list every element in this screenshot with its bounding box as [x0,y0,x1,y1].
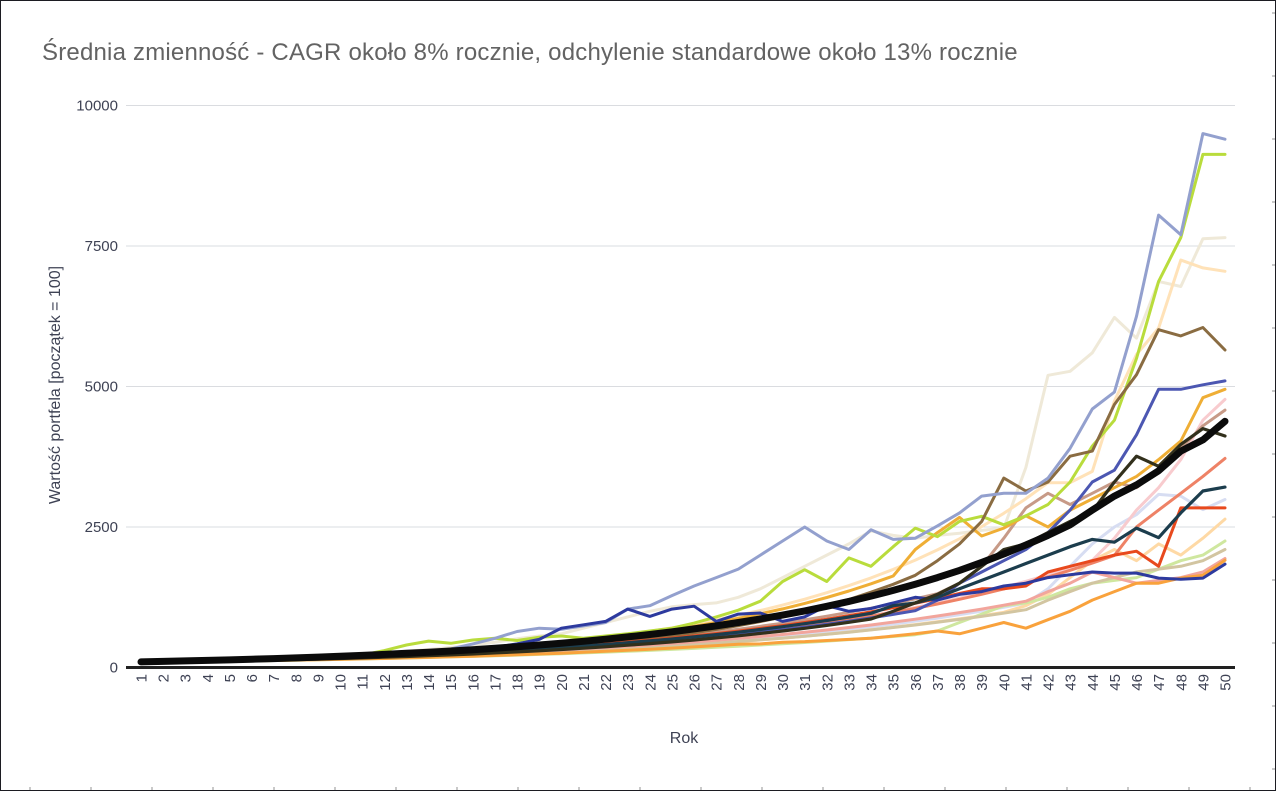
spreadsheet-grid-tick [1066,787,1068,790]
x-tick-label: 40 [996,674,1013,691]
spreadsheet-grid-tick [578,787,580,790]
x-tick-label: 17 [487,674,504,691]
x-tick-label: 46 [1129,674,1146,691]
x-tick-label: 30 [775,674,792,691]
series-line-sim-cream [139,236,1227,664]
x-tick-label: 28 [731,674,748,691]
spreadsheet-grid-tick [883,787,885,790]
x-tick-label: 25 [664,674,681,691]
x-tick-label: 10 [333,674,350,691]
x-tick-label: 26 [687,674,704,691]
spreadsheet-grid-tick [1272,327,1275,329]
spreadsheet-grid-tick [212,787,214,790]
x-tick-label: 8 [288,674,305,682]
x-tick-label: 39 [974,674,991,691]
spreadsheet-grid-tick [1272,138,1275,140]
spreadsheet-grid-tick [1272,12,1275,14]
x-tick-label: 7 [266,674,283,682]
x-tick-label: 22 [598,674,615,691]
x-tick-label: 5 [222,674,239,682]
spreadsheet-grid-tick [1249,787,1251,790]
x-tick-label: 2 [156,674,173,682]
x-tick-label: 32 [819,674,836,691]
spreadsheet-grid-tick [1272,768,1275,770]
x-tick-label: 21 [576,674,593,691]
x-tick-label: 34 [864,674,881,691]
spreadsheet-grid-tick [1272,390,1275,392]
spreadsheet-grid-tick [944,787,946,790]
x-tick-label: 4 [200,674,217,682]
y-tick-label: 5000 [85,379,118,396]
chart-title: Średnia zmienność - CAGR około 8% roczni… [42,39,1018,66]
x-tick-label: 20 [554,674,571,691]
x-tick-label: 36 [908,674,925,691]
spreadsheet-grid-tick [517,787,519,790]
series-line-sim-brown [139,326,1227,664]
spreadsheet-grid-tick [1005,787,1007,790]
x-tick-label: 38 [952,674,969,691]
x-tick-label: 11 [355,674,372,690]
x-tick-label: 23 [620,674,637,691]
spreadsheet-grid-tick [639,787,641,790]
y-tick-label: 10000 [76,98,118,115]
y-tick-label: 0 [110,660,118,677]
spreadsheet-grid-tick [1272,579,1275,581]
x-tick-label: 16 [465,674,482,691]
x-tick-label: 9 [310,674,327,682]
series-line-sim-indigo [139,379,1227,664]
x-tick-label: 41 [1018,674,1035,691]
x-tick-label: 43 [1063,674,1080,691]
x-tick-label: 1 [134,674,151,682]
x-tick-label: 49 [1195,674,1212,691]
x-tick-label: 37 [930,674,947,691]
y-tick-label: 7500 [85,238,118,255]
spreadsheet-grid-tick [1188,787,1190,790]
x-tick-label: 18 [510,674,527,691]
spreadsheet-grid-tick [700,787,702,790]
spreadsheet-grid-tick [1272,201,1275,203]
x-tick-label: 29 [753,674,770,691]
spreadsheet-grid-tick [90,787,92,790]
y-tick-label: 2500 [85,519,118,536]
spreadsheet-grid-tick [822,787,824,790]
spreadsheet-grid-tick [1127,787,1129,790]
x-tick-label: 6 [244,674,261,682]
spreadsheet-grid-tick [1272,264,1275,266]
spreadsheet-grid-tick [151,787,153,790]
spreadsheet-grid-tick [1272,705,1275,707]
x-tick-label: 42 [1041,674,1058,691]
x-tick-label: 44 [1085,674,1102,691]
spreadsheet-grid-tick [29,787,31,790]
x-tick-label: 31 [797,674,814,691]
series-line-average [137,417,1229,666]
x-tick-label: 35 [886,674,903,691]
x-tick-label: 48 [1173,674,1190,691]
x-tick-label: 13 [399,674,416,691]
spreadsheet-grid-tick [395,787,397,790]
x-tick-label: 15 [443,674,460,691]
spreadsheet-grid-tick [1272,453,1275,455]
spreadsheet-grid-tick [1272,642,1275,644]
x-tick-label: 33 [841,674,858,691]
spreadsheet-grid-tick [456,787,458,790]
x-tick-label: 45 [1107,674,1124,691]
spreadsheet-grid-tick [1272,75,1275,77]
x-tick-label: 24 [642,674,659,691]
x-tick-label: 12 [377,674,394,691]
x-tick-label: 14 [421,674,438,691]
spreadsheet-grid-tick [273,787,275,790]
x-tick-label: 3 [178,674,195,682]
x-axis-title: Rok [669,730,699,747]
spreadsheet-grid-tick [334,787,336,790]
spreadsheet-grid-tick [1272,516,1275,518]
spreadsheet-grid-tick [761,787,763,790]
x-tick-label: 50 [1218,674,1235,691]
x-tick-label: 19 [532,674,549,691]
x-tick-label: 27 [709,674,726,691]
x-tick-label: 47 [1151,674,1168,691]
